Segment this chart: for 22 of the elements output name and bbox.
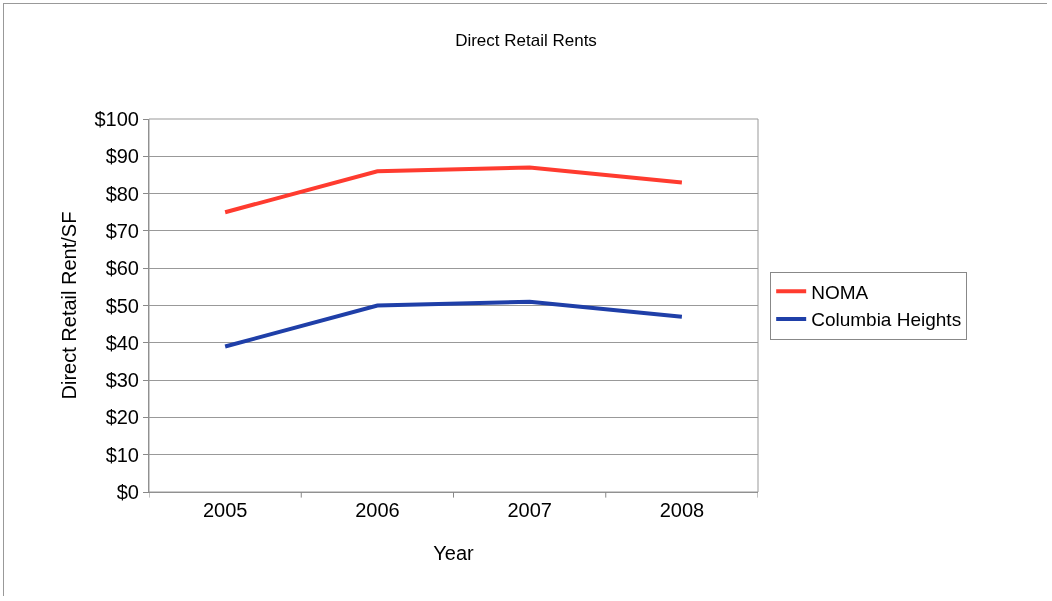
y-axis-title: Direct Retail Rent/SF [58,211,80,400]
line-series [223,165,684,215]
y-tick-label: $10 [105,443,139,466]
y-tick-label: $0 [116,481,139,503]
legend-label: NOMA [811,281,869,303]
line-series [223,299,684,349]
y-tick-label: $60 [105,257,139,280]
chart-title: Direct Retail Rents [455,30,597,50]
x-axis-title: Year [433,541,475,564]
y-tick-label: $40 [105,331,139,354]
y-tick-label: $20 [105,406,139,429]
x-tick-label: 2005 [202,499,248,521]
legend-label: Columbia Heights [811,309,962,331]
y-tick-label: $70 [105,219,139,242]
x-tick-label: 2008 [659,499,705,521]
y-tick-label: $90 [105,145,139,168]
y-tick-label: $30 [105,369,139,392]
y-tick-label: $100 [94,108,139,130]
y-tick-label: $50 [105,294,139,317]
x-tick-label: 2006 [355,499,400,521]
y-tick-label: $80 [105,182,139,205]
x-tick-label: 2007 [507,499,552,521]
